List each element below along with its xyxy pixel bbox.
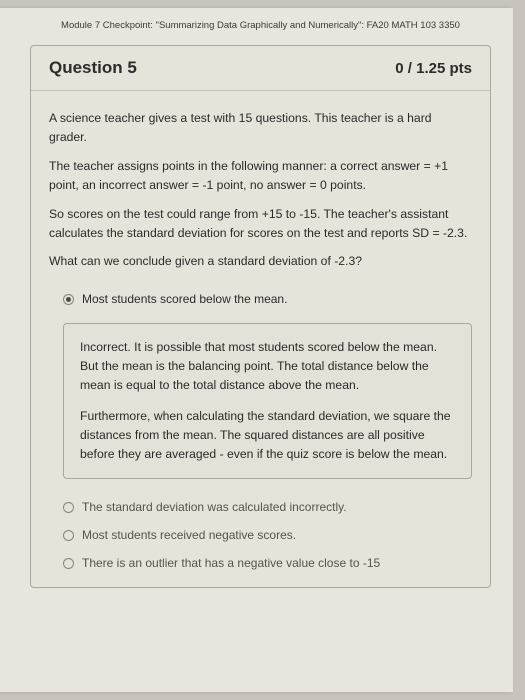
- question-paragraph: So scores on the test could range from +…: [49, 205, 472, 243]
- radio-icon: [63, 502, 74, 513]
- option-row[interactable]: There is an outlier that has a negative …: [63, 549, 472, 577]
- radio-icon: [63, 558, 74, 569]
- question-header: Question 5 0 / 1.25 pts: [31, 46, 490, 91]
- option-label: Most students scored below the mean.: [82, 292, 287, 306]
- option-selected[interactable]: Most students scored below the mean.: [63, 285, 472, 313]
- question-paragraph: The teacher assigns points in the follow…: [49, 157, 472, 195]
- question-points: 0 / 1.25 pts: [395, 60, 472, 77]
- option-label: There is an outlier that has a negative …: [82, 556, 380, 570]
- question-paragraph: What can we conclude given a standard de…: [49, 252, 472, 271]
- feedback-paragraph: Furthermore, when calculating the standa…: [80, 407, 455, 464]
- module-header: Module 7 Checkpoint: "Summarizing Data G…: [30, 20, 491, 31]
- option-label: Most students received negative scores.: [82, 528, 296, 542]
- question-body: A science teacher gives a test with 15 q…: [31, 91, 490, 587]
- option-label: The standard deviation was calculated in…: [82, 500, 347, 514]
- options-area: Most students scored below the mean. Inc…: [49, 285, 472, 576]
- option-row[interactable]: Most students received negative scores.: [63, 521, 472, 549]
- feedback-box: Incorrect. It is possible that most stud…: [63, 323, 472, 478]
- page-container: ect Module 7 Checkpoint: "Summarizing Da…: [0, 8, 513, 692]
- question-box: Question 5 0 / 1.25 pts A science teache…: [30, 45, 491, 588]
- question-title: Question 5: [49, 58, 137, 78]
- radio-icon: [63, 530, 74, 541]
- question-paragraph: A science teacher gives a test with 15 q…: [49, 109, 472, 147]
- feedback-paragraph: Incorrect. It is possible that most stud…: [80, 338, 455, 395]
- option-row[interactable]: The standard deviation was calculated in…: [63, 493, 472, 521]
- radio-icon: [63, 294, 74, 305]
